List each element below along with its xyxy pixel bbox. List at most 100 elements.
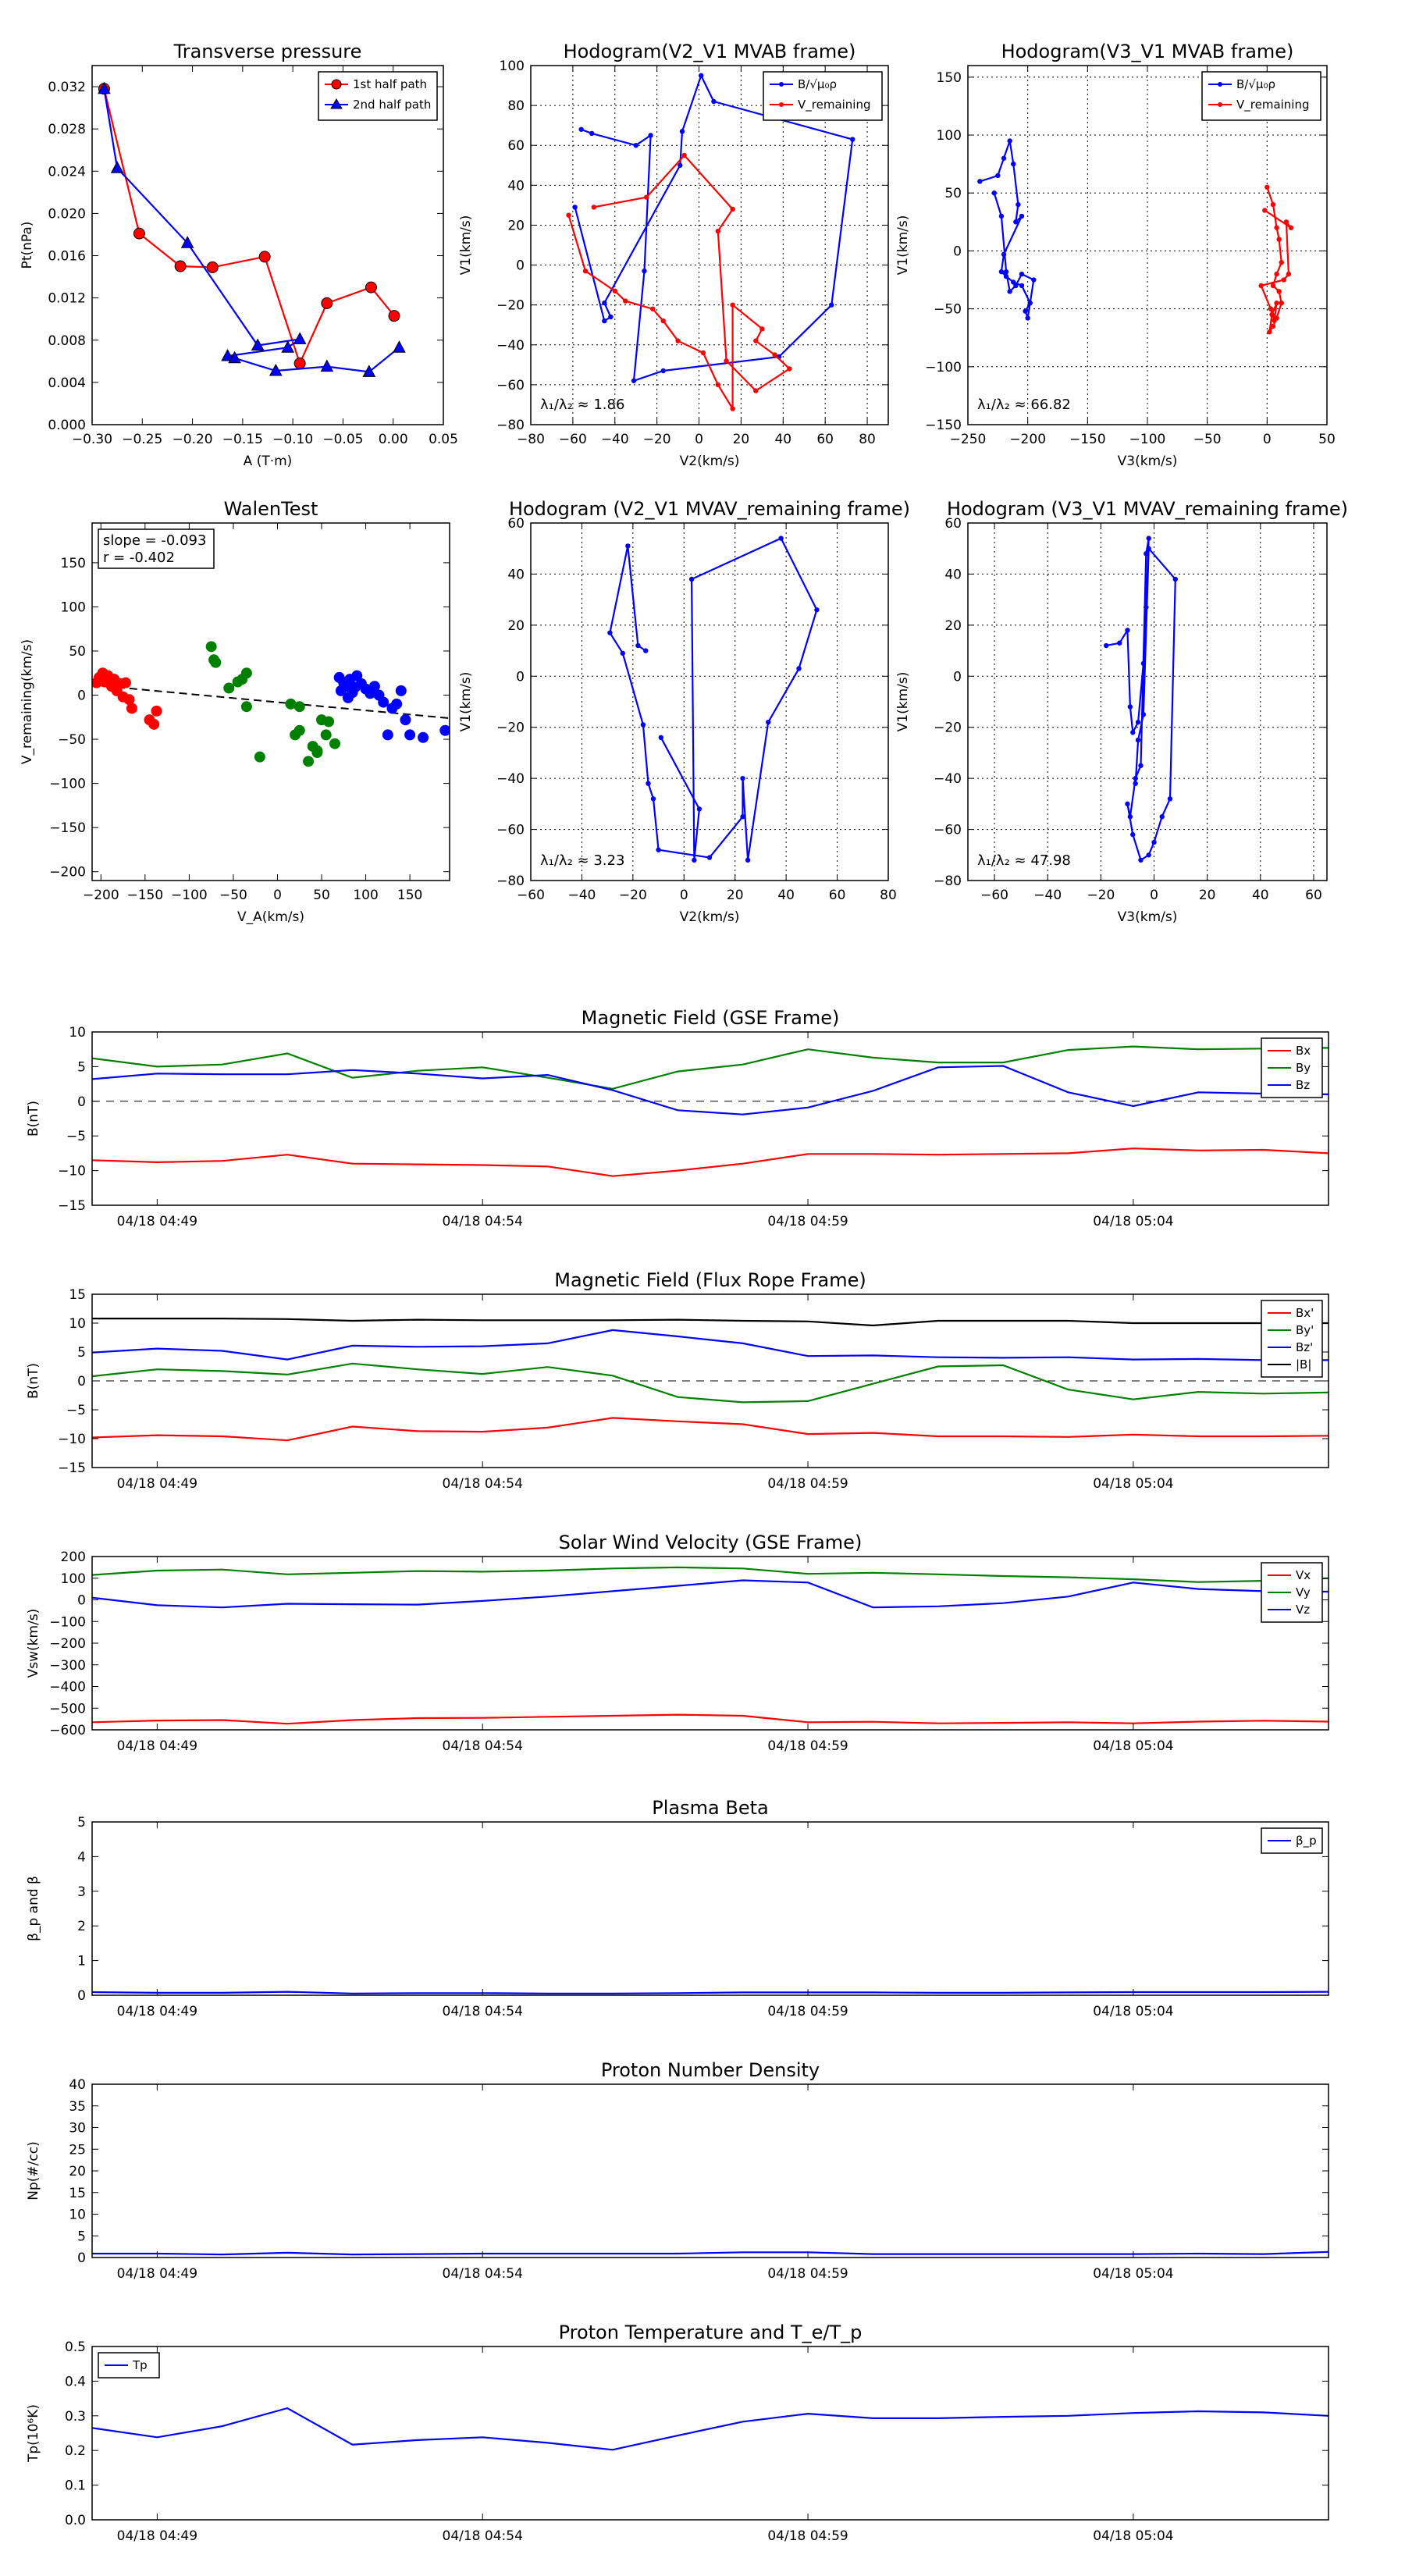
- data-point: [1003, 269, 1009, 275]
- x-tick-label: 0: [680, 888, 688, 903]
- data-point: [223, 682, 235, 694]
- legend-label: B/√μ₀ρ: [1236, 77, 1275, 91]
- series-line-1: [567, 154, 791, 412]
- y-tick-label: 60: [944, 516, 962, 532]
- x-tick-label: 04/18 05:04: [1093, 2004, 1173, 2019]
- x-tick-label: 04/18 05:04: [1093, 1214, 1173, 1229]
- y-tick-label: −500: [49, 1701, 86, 1717]
- x-tick-label: 04/18 04:54: [443, 2528, 523, 2544]
- y-tick-label: 15: [69, 2186, 86, 2201]
- data-point: [1011, 279, 1016, 285]
- x-tick-label: −60: [559, 432, 587, 447]
- y-tick-label: −400: [49, 1680, 86, 1695]
- y-tick-label: −5: [66, 1403, 86, 1418]
- data-point: [1130, 730, 1136, 735]
- data-point: [1135, 719, 1141, 725]
- x-tick-label: 04/18 05:04: [1093, 2266, 1173, 2282]
- data-point: [281, 340, 295, 353]
- y-tick-label: 4: [77, 1849, 86, 1865]
- data-point: [1283, 219, 1289, 225]
- x-axis-label: A (T·m): [244, 454, 293, 469]
- series-line-0: [92, 1713, 1329, 1725]
- data-point: [418, 731, 429, 743]
- eigenvalue-ratio-label: λ₁/λ₂ ≈ 1.86: [540, 397, 624, 413]
- data-point: [1001, 251, 1007, 258]
- y-tick-label: 0.012: [48, 291, 86, 307]
- data-point: [1130, 831, 1136, 838]
- x-tick-label: 04/18 04:59: [767, 2004, 848, 2019]
- data-point: [640, 722, 646, 728]
- y-tick-label: 0: [77, 688, 86, 704]
- series-line-1: [103, 88, 400, 373]
- y-tick-label: 100: [61, 600, 86, 615]
- x-tick-label: −100: [1129, 432, 1166, 447]
- x-tick-label: 04/18 04:49: [117, 2004, 197, 2019]
- x-tick-label: 0: [273, 888, 282, 903]
- data-point: [772, 352, 777, 358]
- data-point: [251, 338, 265, 351]
- chart-proton-temperature: Proton Temperature and T_e/T_p 04/18 04:4…: [26, 2322, 1329, 2544]
- data-point: [1007, 289, 1012, 294]
- x-tick-label: 04/18 04:49: [117, 1476, 197, 1492]
- chart-hodogram-v3-v1-mvav: Hodogram (V3_V1 MVAV_remaining frame) −60…: [895, 498, 1348, 925]
- data-point: [1258, 283, 1264, 289]
- data-point: [642, 269, 647, 274]
- y-axis-label: V_remaining(km/s): [20, 639, 35, 764]
- x-tick-label: −0.05: [322, 432, 363, 447]
- y-axis-label: V1(km/s): [458, 215, 474, 276]
- data-point: [745, 857, 751, 863]
- data-point: [602, 300, 607, 306]
- y-tick-label: 0.032: [48, 80, 86, 95]
- chart-hodogram-v3-v1-mvab: Hodogram(V3_V1 MVAB frame) −250 −200 −150 −1…: [895, 41, 1336, 469]
- y-tick-label: −600: [49, 1723, 86, 1738]
- data-point: [1276, 289, 1282, 294]
- x-tick-label: −0.10: [272, 432, 313, 447]
- data-point: [681, 152, 687, 158]
- data-point: [1031, 277, 1037, 283]
- data-point: [1103, 642, 1109, 649]
- legend-label: Vx: [1296, 1568, 1311, 1582]
- data-point: [1019, 213, 1025, 219]
- data-point: [740, 775, 745, 781]
- y-tick-label: −20: [496, 298, 525, 314]
- data-point: [151, 705, 162, 717]
- y-tick-label: −10: [58, 1432, 86, 1447]
- legend-label: V_remaining: [798, 98, 871, 112]
- data-point: [119, 677, 131, 688]
- y-tick-label: −40: [496, 338, 525, 354]
- y-tick-label: −50: [58, 732, 86, 748]
- data-point: [814, 607, 820, 613]
- legend-label: |B|: [1296, 1357, 1311, 1372]
- series-line-1: [92, 1362, 1329, 1404]
- y-tick-label: −15: [58, 1198, 86, 1214]
- legend-label: Tp: [132, 2358, 148, 2372]
- data-point: [133, 227, 145, 240]
- y-tick-label: 0.024: [48, 164, 86, 180]
- data-point: [1146, 852, 1151, 858]
- y-tick-label: −50: [934, 302, 962, 318]
- y-tick-label: 25: [69, 2142, 86, 2158]
- y-axis-label: V1(km/s): [895, 672, 911, 732]
- chart-title: Magnetic Field (Flux Rope Frame): [554, 1269, 866, 1291]
- x-tick-label: −200: [1009, 432, 1046, 447]
- x-tick-label: 60: [816, 432, 834, 447]
- chart-walen-test: WalenTest −200 −150 −100 −50 0 50 100 150 −200 −15…: [20, 498, 450, 925]
- data-point: [1125, 801, 1130, 807]
- legend-marker: [330, 98, 343, 109]
- data-point: [210, 656, 222, 668]
- x-tick-label: 04/18 04:59: [767, 2266, 848, 2282]
- data-point: [240, 701, 252, 713]
- x-tick-label: 04/18 04:54: [443, 1738, 523, 1754]
- data-point: [566, 212, 571, 218]
- data-point: [572, 205, 578, 210]
- y-tick-label: 50: [944, 186, 962, 201]
- data-point: [715, 228, 720, 234]
- x-tick-label: 80: [880, 888, 897, 903]
- y-tick-label: −150: [925, 418, 962, 433]
- series-group: [92, 1318, 1329, 1442]
- y-tick-label: 0: [516, 669, 525, 685]
- legend-marker: [1218, 82, 1222, 87]
- chart-title: Hodogram(V2_V1 MVAB frame): [564, 41, 856, 62]
- data-point: [395, 685, 407, 696]
- series-line-1: [1260, 187, 1292, 333]
